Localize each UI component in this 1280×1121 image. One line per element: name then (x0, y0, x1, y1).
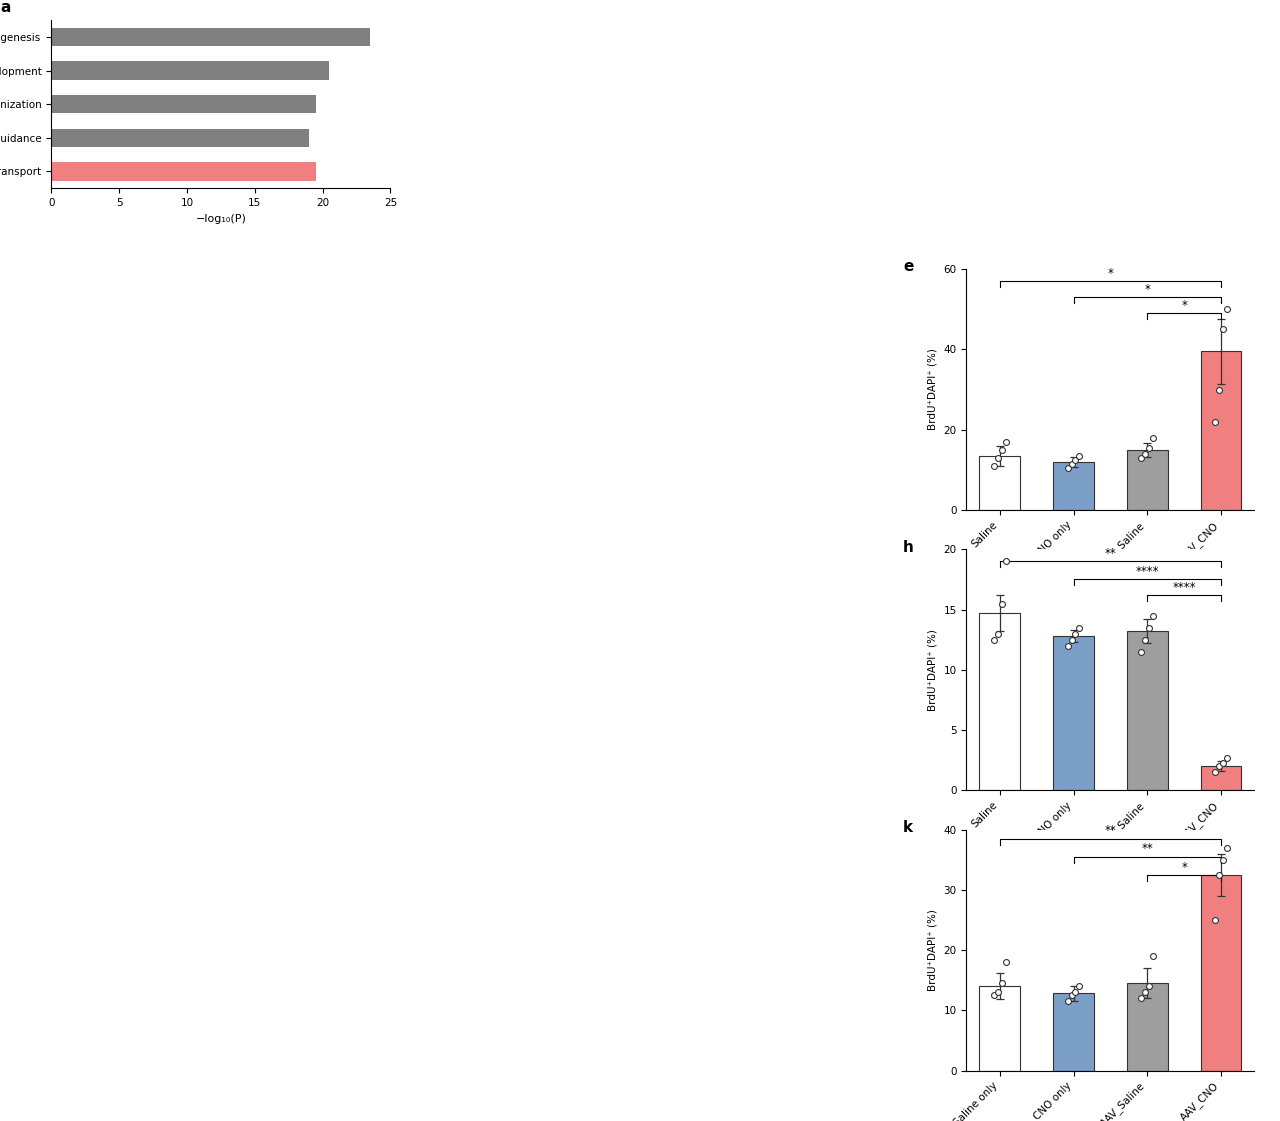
Point (996, 433, 1016, 451)
Bar (51, 129, 308, 147)
Point (1057, 637, 1078, 655)
Point (1208, 865, 1229, 883)
Bar (979, 456, 1020, 510)
Bar (1053, 993, 1094, 1071)
Text: ****: **** (1135, 565, 1158, 578)
Text: *: * (1181, 299, 1187, 312)
Point (1065, 624, 1085, 642)
Point (996, 553, 1016, 571)
Bar (51, 163, 316, 180)
Point (1069, 978, 1089, 995)
Point (992, 441, 1012, 458)
Point (1061, 986, 1082, 1004)
Point (1061, 631, 1082, 649)
Point (1217, 300, 1238, 318)
Point (1208, 758, 1229, 776)
Y-axis label: BrdU⁺DAPI⁺ (%): BrdU⁺DAPI⁺ (%) (928, 909, 938, 991)
Bar (979, 613, 1020, 790)
Point (1139, 978, 1160, 995)
Point (1212, 851, 1233, 869)
Point (1065, 451, 1085, 469)
Point (1217, 749, 1238, 767)
Text: a: a (0, 0, 10, 15)
Point (992, 594, 1012, 612)
Point (1057, 992, 1078, 1010)
Y-axis label: BrdU⁺DAPI⁺ (%): BrdU⁺DAPI⁺ (%) (928, 629, 938, 711)
Point (1143, 428, 1164, 446)
Text: ****: **** (1172, 581, 1196, 594)
Point (996, 953, 1016, 971)
Point (988, 448, 1009, 466)
Point (983, 986, 1004, 1004)
Point (1139, 619, 1160, 637)
Point (1135, 445, 1156, 463)
Point (992, 974, 1012, 992)
Point (1132, 642, 1152, 660)
Bar (1201, 874, 1242, 1071)
Point (1135, 983, 1156, 1001)
Text: *: * (1107, 267, 1114, 280)
Point (1204, 763, 1225, 781)
Point (1132, 448, 1152, 466)
Point (1139, 438, 1160, 456)
Point (1143, 947, 1164, 965)
Bar (51, 28, 370, 46)
Point (983, 631, 1004, 649)
Bar (1126, 631, 1167, 790)
Bar (1053, 462, 1094, 510)
Point (1132, 989, 1152, 1007)
Y-axis label: BrdU⁺DAPI⁺ (%): BrdU⁺DAPI⁺ (%) (928, 349, 938, 430)
Point (1217, 839, 1238, 856)
Text: **: ** (1105, 824, 1116, 837)
Point (1069, 447, 1089, 465)
Point (1135, 631, 1156, 649)
Text: *: * (1181, 861, 1187, 873)
Bar (1126, 450, 1167, 510)
X-axis label: −log₁₀(P): −log₁₀(P) (196, 214, 246, 223)
Point (1212, 753, 1233, 771)
Point (1069, 619, 1089, 637)
Point (988, 624, 1009, 642)
Text: *: * (1144, 282, 1151, 296)
Point (1065, 983, 1085, 1001)
Point (1057, 458, 1078, 476)
Bar (1201, 351, 1242, 510)
Text: h: h (904, 539, 914, 555)
Bar (51, 62, 329, 80)
Bar (51, 95, 316, 113)
Bar (1126, 983, 1167, 1071)
Point (1204, 911, 1225, 929)
Point (1204, 413, 1225, 430)
Point (1143, 606, 1164, 624)
Bar (1201, 767, 1242, 790)
Text: **: ** (1105, 547, 1116, 560)
Text: **: ** (1142, 843, 1153, 855)
Point (1208, 381, 1229, 399)
Text: e: e (904, 259, 914, 275)
Point (1212, 321, 1233, 339)
Point (988, 983, 1009, 1001)
Point (983, 457, 1004, 475)
Bar (1053, 636, 1094, 790)
Text: k: k (904, 819, 913, 835)
Point (1061, 455, 1082, 473)
Bar (979, 986, 1020, 1071)
